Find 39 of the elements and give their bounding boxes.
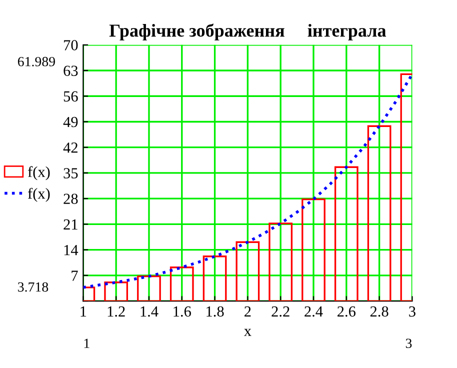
- chart-title: Графічне зображення інтеграла: [109, 24, 386, 40]
- x-tick-label: 1.6: [174, 306, 191, 317]
- x-tick-label: 1.2: [108, 306, 125, 317]
- y-tick-label: 21: [64, 219, 78, 230]
- bar: [367, 125, 392, 302]
- x-tick-label: 2.4: [304, 306, 323, 317]
- legend-label: f(x): [28, 166, 50, 180]
- bar: [268, 222, 293, 302]
- text: 3: [406, 338, 412, 348]
- y-tick-label: 28: [64, 194, 78, 204]
- x-tick-label: 2.8: [370, 306, 388, 317]
- x-tick-label: 1.8: [206, 306, 224, 317]
- bar: [104, 282, 128, 302]
- bar: [302, 198, 326, 302]
- y-tick-label: 49: [63, 116, 78, 128]
- x-tick-label: 1: [80, 306, 86, 316]
- text: 1: [84, 338, 90, 348]
- x-tick-label: 1.4: [140, 306, 158, 317]
- bar: [202, 256, 227, 302]
- y-tick-label: 56: [64, 91, 78, 102]
- bar: [170, 266, 194, 302]
- legend-label: f(x): [28, 188, 50, 202]
- y-tick-label: 7: [72, 270, 78, 281]
- x-tick-label: 2: [244, 306, 251, 316]
- y-tick-label: 63: [64, 66, 78, 76]
- bar: [334, 166, 358, 302]
- line-series: [83, 72, 412, 289]
- y-tick-label: 35: [64, 168, 78, 178]
- bar: [137, 275, 161, 302]
- x-tick-label: 2.6: [338, 306, 356, 317]
- x-axis-title: x: [244, 328, 252, 336]
- bar: [236, 241, 260, 302]
- x-tick-label: 3: [409, 306, 416, 317]
- y-tick-label: 70: [64, 40, 78, 50]
- text: 3.718: [18, 282, 48, 292]
- text: 61.989: [18, 56, 55, 66]
- y-tick-label: 42: [63, 142, 78, 153]
- y-tick-label: 14: [64, 245, 78, 256]
- x-tick-label: 2.2: [272, 306, 290, 317]
